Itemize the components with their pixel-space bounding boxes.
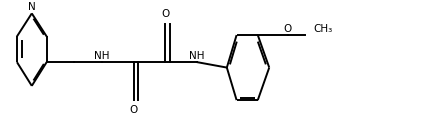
Text: NH: NH (190, 51, 205, 61)
Text: NH: NH (94, 51, 109, 61)
Text: O: O (283, 24, 291, 34)
Text: O: O (161, 9, 170, 19)
Text: O: O (129, 105, 138, 116)
Text: N: N (28, 2, 36, 12)
Text: CH₃: CH₃ (313, 24, 332, 34)
